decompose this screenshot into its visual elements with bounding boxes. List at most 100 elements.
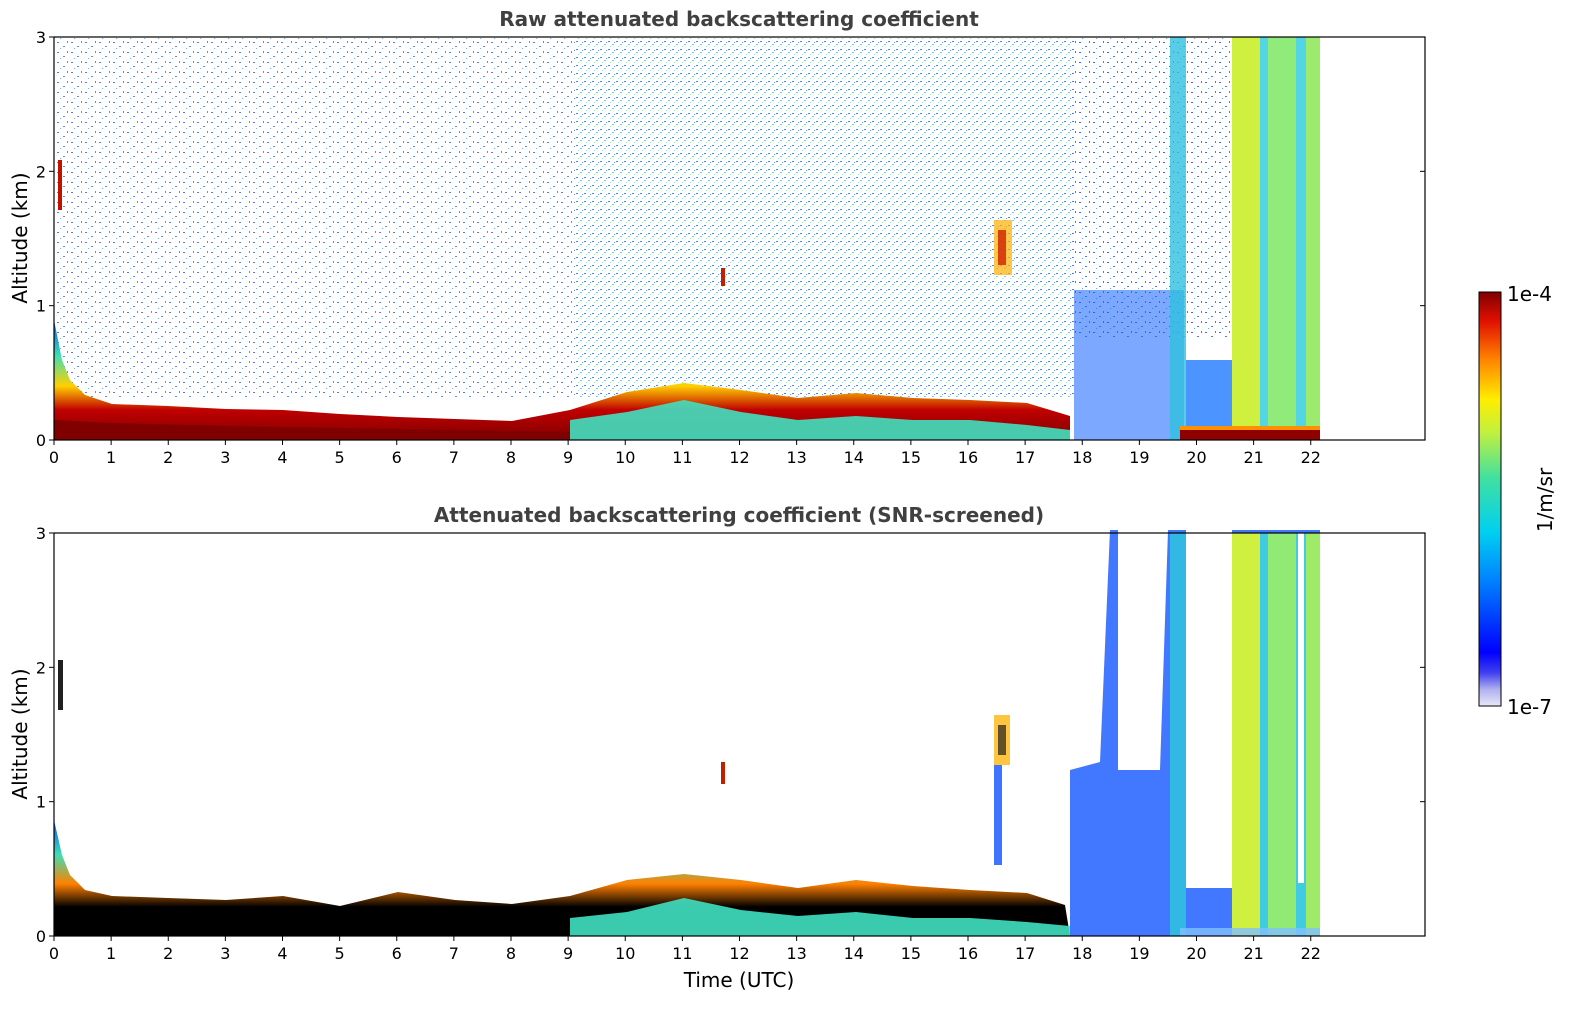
x-tick-label: 22 [1301,448,1321,467]
x-axis-label: Time (UTC) [683,968,795,992]
bottom-cloud-11h [721,762,725,784]
top-y-axis-label: Altitude (km) [8,172,32,303]
x-tick-label: 3 [220,448,230,467]
x-tick-label: 11 [672,448,692,467]
x-tick-label: 4 [277,944,287,963]
x-tick-label: 19 [1129,448,1149,467]
x-tick-label: 10 [615,944,635,963]
colorbar: 1e-4 1e-7 1/m/sr [1478,282,1557,719]
x-tick-label: 0 [49,944,59,963]
x-tick-label: 16 [958,944,978,963]
x-tick-label: 18 [1072,944,1092,963]
top-x-ticks: 0 1 2 3 4 5 6 7 8 9 10 11 12 13 14 15 16 17 18 19 20 21 22 [49,440,1321,467]
bottom-boundary-layer [54,820,1070,936]
colorbar-min-label: 1e-7 [1507,695,1552,719]
x-tick-label: 2 [163,944,173,963]
bottom-y-axis-label: Altitude (km) [8,668,32,799]
y-tick-label: 2 [36,658,46,677]
bottom-cloud-16h-core [998,725,1006,755]
bottom-cloud-16h-tail [994,765,1002,865]
bottom-convective-layer [570,898,1070,936]
bottom-y-ticks: 0 1 2 3 [36,524,1425,946]
top-evening-column-2 [1232,37,1260,440]
y-tick-label: 2 [36,162,46,181]
bottom-evening-column-1 [1170,533,1186,936]
y-tick-label: 0 [36,431,46,450]
y-tick-label: 0 [36,927,46,946]
bottom-evening-gap-1 [1186,533,1232,888]
x-tick-label: 14 [844,944,864,963]
x-tick-label: 1 [106,448,116,467]
bottom-evening-column-5 [1306,533,1320,936]
x-tick-label: 2 [163,448,173,467]
x-tick-label: 5 [335,448,345,467]
x-tick-label: 10 [615,448,635,467]
x-tick-label: 14 [844,448,864,467]
x-tick-label: 3 [220,944,230,963]
x-tick-label: 6 [392,448,402,467]
colorbar-max-label: 1e-4 [1507,282,1552,306]
x-tick-label: 7 [449,448,459,467]
top-boundary-layer [54,320,1070,440]
x-tick-label: 8 [506,944,516,963]
x-tick-label: 16 [958,448,978,467]
top-night-layer-glow [1180,426,1320,430]
x-tick-label: 11 [672,944,692,963]
x-tick-label: 5 [335,944,345,963]
y-tick-label: 3 [36,524,46,543]
top-noise-left [54,37,574,397]
bottom-evening-gap-2 [1298,533,1304,883]
x-tick-label: 17 [1015,944,1035,963]
top-noise-mid [574,37,1074,397]
bottom-early-cloud [58,660,63,710]
bottom-x-ticks: 0 1 2 3 4 5 6 7 8 9 10 11 12 13 14 15 16 17 18 19 20 21 22 [49,936,1321,963]
top-y-ticks: 0 1 2 3 [36,28,1425,450]
x-tick-label: 4 [277,448,287,467]
top-evening-column-4 [1268,37,1296,440]
y-tick-label: 3 [36,28,46,47]
top-early-cloud [58,160,62,210]
x-tick-label: 0 [49,448,59,467]
x-tick-label: 18 [1072,448,1092,467]
x-tick-label: 1 [106,944,116,963]
x-tick-label: 15 [901,448,921,467]
x-tick-label: 12 [729,944,749,963]
top-evening-column-1 [1170,37,1186,440]
x-tick-label: 9 [563,944,573,963]
x-tick-label: 12 [729,448,749,467]
x-tick-label: 20 [1186,448,1206,467]
top-night-layer [1180,430,1320,440]
x-tick-label: 21 [1243,944,1263,963]
x-tick-label: 17 [1015,448,1035,467]
x-tick-label: 8 [506,448,516,467]
bottom-evening-column-2 [1232,533,1260,936]
x-tick-label: 19 [1129,944,1149,963]
top-panel-title: Raw attenuated backscattering coefficien… [499,7,979,31]
x-tick-label: 20 [1186,944,1206,963]
top-cloud-16h-core [998,230,1006,265]
x-tick-label: 22 [1301,944,1321,963]
bottom-evening-column-4 [1268,533,1296,936]
x-tick-label: 21 [1243,448,1263,467]
colorbar-gradient [1478,291,1502,707]
bottom-panel: Attenuated backscattering coefficient (S… [8,503,1426,992]
top-plot-area [54,37,1320,440]
y-tick-label: 1 [36,793,46,812]
y-tick-label: 1 [36,297,46,316]
bottom-panel-title: Attenuated backscattering coefficient (S… [434,503,1044,527]
x-tick-label: 13 [786,944,806,963]
top-evening-haze [1074,290,1184,440]
x-tick-label: 15 [901,944,921,963]
top-evening-column-5 [1306,37,1320,440]
top-cloud-11h [721,268,725,286]
colorbar-label: 1/m/sr [1533,467,1557,532]
top-panel: Raw attenuated backscattering coefficien… [8,7,1426,467]
top-noise-right [1074,37,1234,337]
x-tick-label: 9 [563,448,573,467]
x-tick-label: 6 [392,944,402,963]
x-tick-label: 13 [786,448,806,467]
bottom-plot-area [54,530,1320,936]
x-tick-label: 7 [449,944,459,963]
bottom-night-layer [1180,928,1320,936]
